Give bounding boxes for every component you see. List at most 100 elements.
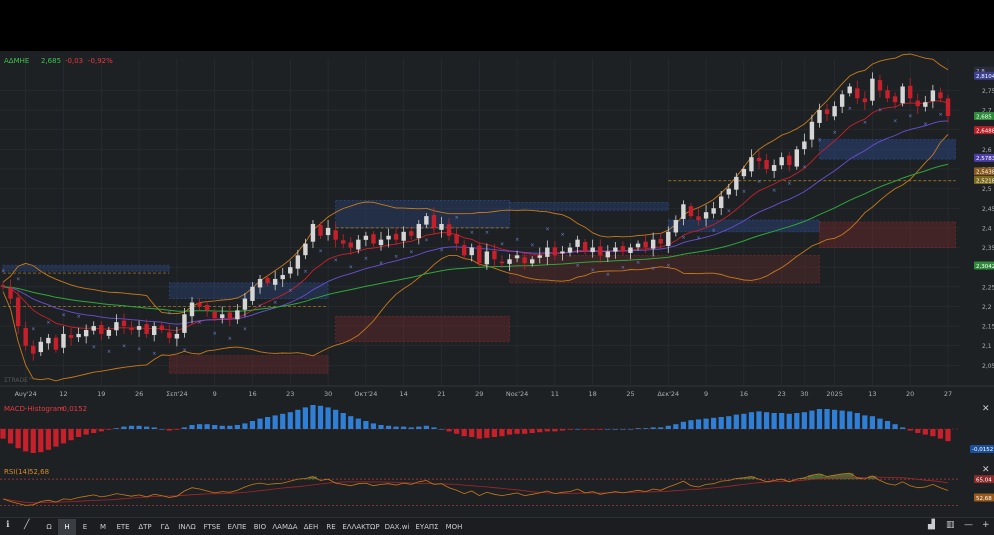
candle-body: [613, 247, 618, 252]
toolbar-item[interactable]: FTSE: [203, 523, 221, 531]
macd-bar: [809, 410, 815, 429]
candle-body: [416, 223, 421, 239]
candle-body: [136, 326, 142, 330]
toolbar-item[interactable]: ΙΝΛΩ: [178, 523, 196, 531]
rsi-overbought-fill: [845, 473, 854, 480]
macd-bar: [401, 426, 407, 429]
candle-body: [499, 261, 505, 264]
macd-bar: [128, 425, 135, 429]
sar-mark: ×: [273, 300, 277, 306]
candle-body: [0, 285, 6, 287]
candle-body: [204, 304, 210, 311]
chart-type-icon[interactable]: ▟: [928, 520, 935, 530]
candle-body: [734, 176, 739, 190]
toolbar-item[interactable]: ΕΛΛΑΚΤΩΡ: [342, 523, 380, 531]
price-chart-svg[interactable]: × × × × × × × × × × × × × × × × × × × × × × × × × × × × × × × × × × × × × × × ×…: [0, 51, 994, 517]
rsi-close-icon[interactable]: ✕: [982, 465, 990, 475]
toolbar-item[interactable]: DAX.wi: [384, 523, 410, 531]
macd-bar: [900, 427, 906, 429]
rsi-line: [2, 472, 949, 506]
bar-chart-icon[interactable]: ▥: [946, 520, 955, 530]
toolbar-item[interactable]: Ε: [82, 523, 88, 531]
zone-box: [819, 139, 956, 160]
candle-body: [817, 110, 822, 123]
macd-bar: [212, 425, 218, 429]
toolbar-item[interactable]: ΕΤΕ: [116, 523, 130, 531]
macd-bar: [423, 425, 429, 429]
grid: [0, 59, 994, 387]
price-tag-text: 2,6488: [976, 128, 994, 134]
macd-bar: [915, 429, 921, 433]
toolbar-item[interactable]: Ω: [46, 523, 52, 531]
candle-body: [832, 106, 837, 117]
x-tick-label: Αυγ'24: [15, 390, 37, 398]
minimize-icon[interactable]: —: [964, 520, 973, 530]
candle-body: [99, 325, 104, 334]
macd-bar: [219, 425, 225, 429]
candle-body: [152, 326, 157, 336]
toolbar-item[interactable]: Μ: [99, 523, 107, 531]
candle-body: [900, 86, 905, 104]
watermark: ΣTRADE™: [4, 377, 34, 384]
toolbar-item[interactable]: Η: [58, 519, 76, 535]
y-tick-label: 2,7: [982, 108, 992, 115]
macd-bar: [892, 424, 898, 429]
macd-value-tag: -0,0152: [972, 447, 993, 453]
candle-body: [61, 333, 66, 348]
y-tick-label: 2,1: [982, 343, 992, 350]
macd-bar: [393, 426, 399, 429]
x-tick-label: 16: [248, 390, 256, 398]
macd-panel: -0,0152: [0, 405, 994, 453]
chart-area[interactable]: × × × × × × × × × × × × × × × × × × × × × × × × × × × × × × × × × × × × × × × ×…: [0, 51, 994, 517]
macd-bar: [265, 417, 271, 429]
macd-bar: [937, 429, 944, 439]
candle-body: [764, 160, 769, 169]
toolbar-item[interactable]: ΔΤΡ: [138, 523, 152, 531]
rsi-value: 52,68: [29, 468, 49, 476]
candle-body: [484, 251, 490, 265]
candle-body: [507, 259, 512, 264]
candle-body: [492, 250, 497, 260]
rsi-overbought-fill: [800, 477, 809, 480]
toolbar-item[interactable]: ΕΛΠΕ: [227, 523, 247, 531]
macd-bar: [23, 429, 29, 452]
toolbar-item[interactable]: ΔΕΗ: [303, 523, 319, 531]
parabolic-sar: × × × × × × × × × × × × × × × × × × × × × × × × × × × × × × × × × × × × × × × ×…: [1, 106, 943, 357]
macd-bar: [801, 412, 807, 429]
toolbar-item[interactable]: ΜΟΗ: [445, 523, 463, 531]
candle-body: [182, 314, 187, 333]
candle-body: [703, 212, 709, 219]
candle-body: [605, 251, 610, 258]
toolbar-item[interactable]: ΛΑΜΔΑ: [272, 523, 298, 531]
sar-mark: ×: [182, 347, 186, 353]
macd-bar: [30, 429, 36, 453]
macd-bar: [620, 429, 626, 430]
add-icon[interactable]: +: [982, 520, 990, 530]
candle-body: [771, 165, 777, 171]
y-tick-label: 2,15: [982, 324, 994, 331]
candle-body: [530, 259, 535, 264]
sar-mark: ×: [470, 230, 474, 236]
toolbar-item[interactable]: ΓΔ: [160, 523, 170, 531]
sar-mark: ×: [394, 254, 398, 260]
toolbar-item[interactable]: RE: [326, 523, 336, 531]
candle-body: [363, 235, 369, 240]
candle-body: [68, 335, 74, 338]
macd-bar: [196, 424, 203, 429]
toolbar-item[interactable]: ΕΥΑΠΣ: [415, 523, 439, 531]
sar-mark: ×: [893, 118, 897, 124]
candle-body: [333, 230, 338, 240]
draw-line-icon[interactable]: ╱: [24, 520, 30, 530]
candle-body: [658, 239, 663, 244]
candle-body: [650, 239, 656, 249]
info-icon[interactable]: ℹ: [6, 520, 10, 530]
macd-bar: [688, 420, 694, 429]
candle-body: [121, 320, 127, 327]
candle-body: [620, 246, 626, 252]
toolbar-item[interactable]: ΒΙΟ: [253, 523, 267, 531]
sar-mark: ×: [878, 107, 882, 113]
macd-close-icon[interactable]: ✕: [982, 404, 990, 414]
candle-body: [560, 251, 565, 254]
sar-mark: ×: [334, 257, 338, 263]
sar-mark: ×: [908, 114, 912, 120]
